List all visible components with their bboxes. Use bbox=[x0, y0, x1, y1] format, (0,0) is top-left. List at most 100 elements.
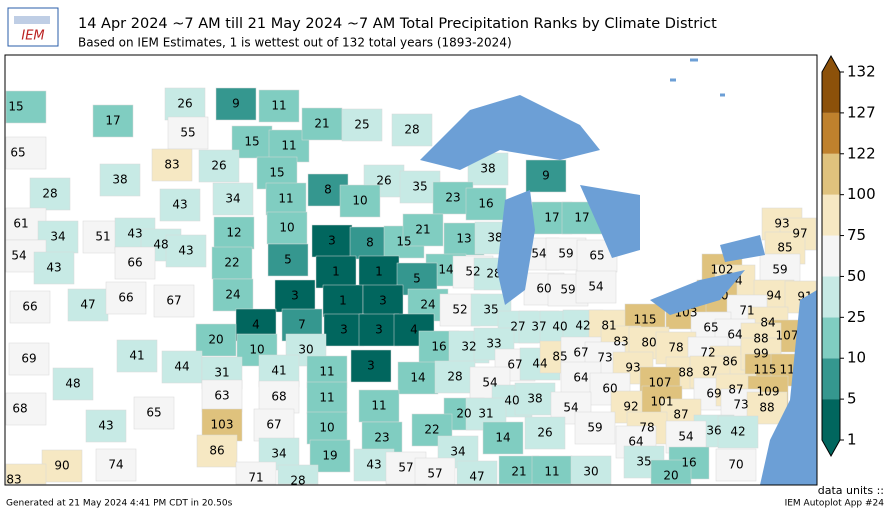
district-label: 11 bbox=[281, 139, 296, 153]
district-label: 54 bbox=[588, 280, 603, 294]
district-label: 64 bbox=[727, 328, 742, 342]
district-label: 7 bbox=[298, 318, 306, 332]
district bbox=[465, 187, 507, 221]
district bbox=[323, 313, 365, 347]
district-label: 14 bbox=[438, 263, 453, 277]
district bbox=[92, 104, 134, 138]
district-label: 84 bbox=[760, 316, 775, 330]
small-lakes bbox=[670, 58, 725, 97]
district-label: 27 bbox=[510, 320, 525, 334]
district-label: 107 bbox=[776, 329, 799, 343]
district bbox=[266, 211, 308, 245]
colorbar-tick-label: 132 bbox=[847, 63, 876, 81]
district-label: 78 bbox=[639, 421, 654, 435]
district-label: 41 bbox=[271, 364, 286, 378]
district bbox=[5, 136, 47, 170]
district-label: 83 bbox=[613, 335, 628, 349]
district-label: 22 bbox=[424, 423, 439, 437]
district bbox=[67, 288, 109, 322]
district-label: 87 bbox=[702, 365, 717, 379]
district-label: 68 bbox=[271, 390, 286, 404]
district-label: 69 bbox=[706, 387, 721, 401]
district bbox=[717, 415, 759, 449]
district bbox=[391, 113, 433, 147]
district-label: 31 bbox=[478, 407, 493, 421]
district bbox=[349, 226, 391, 260]
district-label: 3 bbox=[340, 323, 348, 337]
district-label: 28 bbox=[42, 187, 57, 201]
district-label: 11 bbox=[371, 399, 386, 413]
district bbox=[414, 457, 456, 485]
district-label: 20 bbox=[456, 407, 471, 421]
district-label: 11 bbox=[278, 192, 293, 206]
district bbox=[715, 448, 757, 482]
district-label: 67 bbox=[266, 418, 281, 432]
colorbar-extend-top bbox=[822, 56, 840, 72]
colorbar-segment bbox=[822, 399, 840, 440]
district-label: 83 bbox=[164, 158, 179, 172]
district-label: 101 bbox=[651, 395, 674, 409]
district-label: 60 bbox=[536, 282, 551, 296]
district-label: 1 bbox=[339, 294, 347, 308]
district bbox=[524, 416, 566, 450]
district bbox=[9, 290, 51, 324]
district-label: 4 bbox=[252, 318, 260, 332]
district-label: 14 bbox=[495, 431, 510, 445]
district bbox=[198, 149, 240, 183]
district bbox=[99, 163, 141, 197]
district bbox=[29, 177, 71, 211]
district-label: 66 bbox=[118, 291, 133, 305]
district-label: 73 bbox=[597, 351, 612, 365]
district-label: 31 bbox=[214, 366, 229, 380]
district-label: 83 bbox=[6, 473, 21, 487]
district-label: 48 bbox=[65, 377, 80, 391]
district-label: 38 bbox=[527, 392, 542, 406]
district-label: 48 bbox=[153, 238, 168, 252]
district-label: 54 bbox=[11, 249, 26, 263]
district bbox=[434, 360, 476, 394]
district-label: 73 bbox=[733, 398, 748, 412]
district bbox=[201, 379, 243, 413]
district bbox=[167, 116, 209, 150]
ocean bbox=[760, 290, 817, 485]
colorbar: 1 5 10 25 50 75 100 122 127 132 bbox=[821, 54, 876, 458]
district bbox=[8, 342, 50, 376]
district-label: 70 bbox=[728, 458, 743, 472]
district-label: 28 bbox=[404, 123, 419, 137]
district bbox=[306, 381, 348, 415]
district bbox=[212, 182, 254, 216]
colorbar-tick-label: 50 bbox=[847, 267, 866, 285]
district-label: 3 bbox=[367, 359, 375, 373]
district-label: 65 bbox=[589, 249, 604, 263]
district-label: 54 bbox=[482, 376, 497, 390]
district bbox=[482, 421, 524, 455]
district-label: 88 bbox=[753, 332, 768, 346]
district-label: 1 bbox=[332, 265, 340, 279]
district-label: 55 bbox=[180, 126, 195, 140]
district bbox=[306, 411, 348, 445]
colorbar-extend-bottom bbox=[822, 440, 840, 456]
title: 14 Apr 2024 ~7 AM till 21 May 2024 ~7 AM… bbox=[78, 16, 717, 32]
district-label: 85 bbox=[552, 350, 567, 364]
district bbox=[277, 464, 319, 485]
district bbox=[570, 455, 612, 485]
district-label: 3 bbox=[375, 323, 383, 337]
colorbar-tick-label: 127 bbox=[847, 103, 876, 121]
district bbox=[213, 216, 255, 250]
district-label: 93 bbox=[625, 361, 640, 375]
district-label: 65 bbox=[146, 406, 161, 420]
district-label: 61 bbox=[13, 217, 28, 231]
district-label: 28 bbox=[447, 370, 462, 384]
district-label: 92 bbox=[623, 400, 638, 414]
district-label: 57 bbox=[398, 461, 413, 475]
district-label: 80 bbox=[641, 336, 656, 350]
colorbar-tick-label: 1 bbox=[847, 431, 857, 449]
colorbar-tick-label: 10 bbox=[847, 349, 866, 367]
colorbar-tick-label: 5 bbox=[847, 390, 857, 408]
district-label: 28 bbox=[290, 474, 305, 488]
colorbar-tick-label: 122 bbox=[847, 144, 876, 162]
district bbox=[265, 182, 307, 216]
district-label: 90 bbox=[54, 459, 69, 473]
